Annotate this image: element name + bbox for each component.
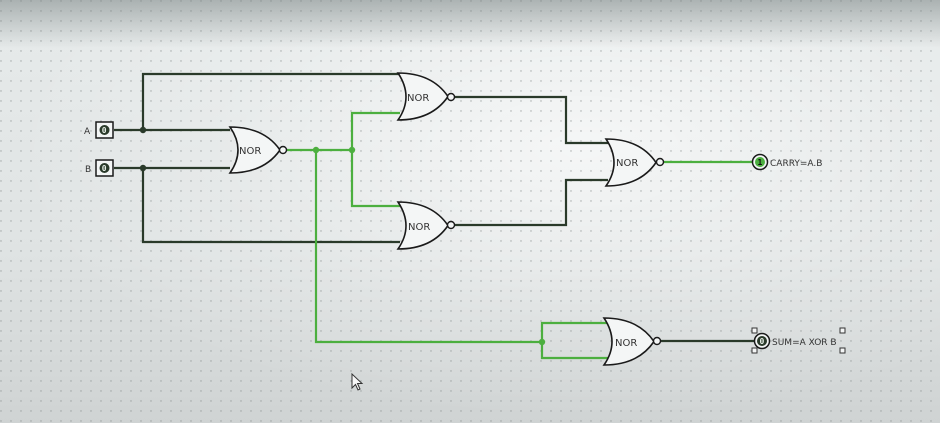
carry-indicator: [755, 157, 765, 167]
junction-nor5-in: [538, 338, 546, 346]
nor-gate-2-label: NOR: [407, 93, 429, 104]
nor-gate-5-label: NOR: [615, 338, 637, 349]
nor-gate-5-body: [602, 317, 655, 366]
nor-gate-5-bubble: [652, 336, 662, 346]
nor-gate-2-body: [396, 72, 449, 121]
wire-a-to-nor2[interactable]: [141, 72, 400, 130]
nor-gate-2[interactable]: NOR: [396, 72, 456, 121]
handle-bottom-left[interactable]: [751, 347, 758, 354]
selection-handles[interactable]: [751, 327, 846, 354]
nor-gate-2-bubble: [446, 92, 456, 102]
nor-gate-4-bubble: [655, 157, 665, 167]
wire-nor2-to-nor4[interactable]: [454, 95, 608, 145]
nor-gate-4[interactable]: NOR: [604, 138, 665, 187]
nor-gate-1-bubble: [278, 145, 288, 155]
wire-nor5-in-bottom[interactable]: [540, 342, 608, 360]
carry-value: 1: [758, 158, 763, 167]
nor-gate-4-label: NOR: [616, 158, 638, 169]
junction-nor1-out-2: [348, 146, 356, 154]
handle-bottom-right[interactable]: [839, 347, 846, 354]
wire-nor5-in-top[interactable]: [540, 321, 608, 342]
output-pin-sum[interactable]: 0 SUM=A XOR B: [751, 327, 846, 354]
input-a-value: 0: [102, 126, 107, 135]
mouse-cursor-icon: [351, 372, 364, 391]
wire-b-to-nor3[interactable]: [141, 168, 400, 244]
nor-gate-3-bubble: [446, 220, 456, 230]
input-pin-a[interactable]: A 0: [84, 121, 114, 139]
nor-gate-3[interactable]: NOR: [396, 201, 456, 250]
input-b-indicator: [99, 163, 110, 173]
junction-nor1-out-1: [312, 146, 320, 154]
junction-a: [139, 126, 147, 134]
input-a-indicator: [99, 125, 110, 135]
nor-gate-1[interactable]: NOR: [228, 126, 288, 174]
wire-nor1-to-nor5[interactable]: [314, 150, 542, 344]
wire-nor1-to-nor2[interactable]: [350, 111, 400, 150]
input-pin-b[interactable]: B 0: [85, 159, 114, 177]
junctions: [139, 126, 546, 346]
nor-gate-4-body: [604, 138, 657, 187]
output-pin-carry[interactable]: 1 CARRY=A.B: [751, 153, 823, 171]
junction-b: [139, 164, 147, 172]
sum-label: SUM=A XOR B: [772, 338, 837, 348]
nor-gate-3-body: [396, 201, 449, 250]
nor-gate-1-label: NOR: [239, 146, 261, 157]
wire-nor1-to-nor3[interactable]: [350, 150, 400, 208]
handle-top-left[interactable]: [751, 327, 758, 334]
input-b-label: B: [85, 165, 91, 175]
nor-gate-5[interactable]: NOR: [602, 317, 662, 366]
sum-indicator: [757, 336, 767, 346]
carry-label: CARRY=A.B: [770, 159, 822, 169]
nor-gate-3-label: NOR: [408, 222, 430, 233]
wires-low: [114, 72, 754, 343]
sum-value: 0: [760, 337, 765, 346]
input-a-label: A: [84, 127, 91, 137]
nor-gate-1-body: [228, 126, 281, 174]
handle-top-right[interactable]: [839, 327, 846, 334]
wires-high: [286, 111, 752, 360]
wire-nor3-to-nor4[interactable]: [454, 178, 608, 227]
input-b-value: 0: [102, 164, 107, 173]
